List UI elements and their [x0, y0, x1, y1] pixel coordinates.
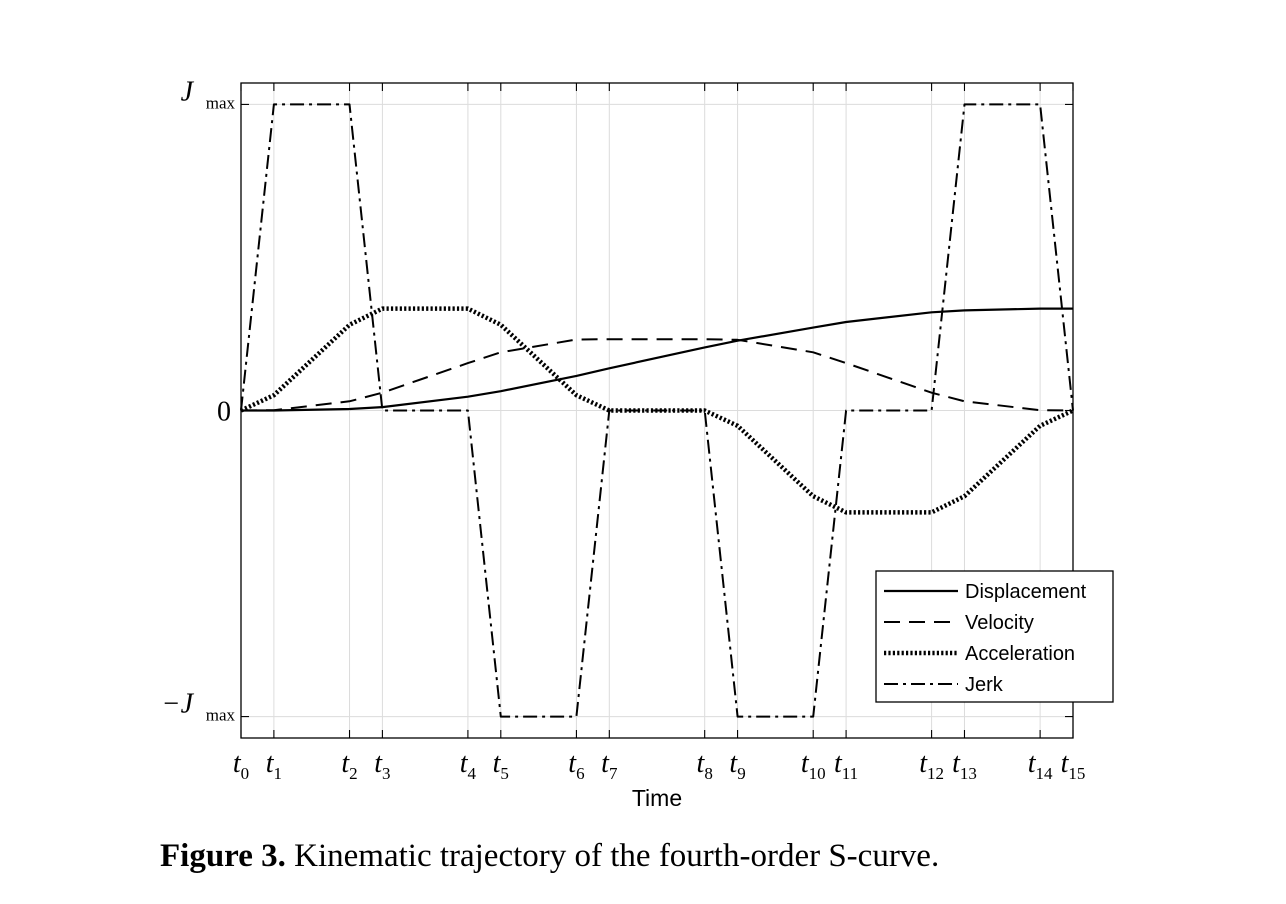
legend-label-displacement: Displacement: [965, 581, 1087, 603]
x-tick-label: t1: [266, 748, 282, 783]
x-tick-label: t14: [1028, 748, 1053, 783]
x-tick-label: t4: [460, 748, 477, 783]
x-tick-label: t13: [952, 748, 977, 783]
x-tick-label: t15: [1061, 748, 1086, 783]
x-tick-label: t5: [493, 748, 509, 783]
x-tick-label: t7: [601, 748, 618, 783]
legend-label-acceleration: Acceleration: [965, 643, 1075, 665]
x-tick-label: t2: [341, 748, 357, 783]
x-tick-label: t3: [374, 748, 390, 783]
y-tick-label: 0: [217, 397, 231, 428]
figure-caption: Figure 3. Kinematic trajectory of the fo…: [160, 838, 1160, 875]
y-tick-sublabel: max: [206, 93, 236, 112]
axis-ticks: t0 t1 t2 t3 t4 t5 t6 t7 t8 t9 t10 t11 t12 t13 t14 t15 J m…: [162, 76, 1086, 783]
caption-label: Figure 3.: [160, 838, 286, 874]
x-tick-label: t8: [697, 748, 713, 783]
y-tick-label: −J: [162, 689, 195, 720]
series-lines: [240, 103, 1074, 718]
velocity-line: [240, 338, 1074, 412]
legend-label-jerk: Jerk: [965, 674, 1004, 696]
jerk-line: [240, 103, 1074, 718]
legend: Displacement Velocity Acceleration Jerk: [875, 570, 1114, 703]
x-tick-label: t6: [568, 748, 584, 783]
x-tick-label: t10: [801, 748, 826, 783]
y-tick-sublabel: max: [206, 706, 236, 725]
displacement-line: [241, 307, 1073, 412]
caption-text: Kinematic trajectory of the fourth-order…: [285, 838, 940, 874]
legend-label-velocity: Velocity: [965, 612, 1034, 634]
y-tick-label: J: [181, 76, 195, 107]
x-tick-label: t9: [729, 748, 745, 783]
x-tick-label: t12: [919, 748, 944, 783]
x-axis-title: Time: [632, 785, 682, 811]
x-tick-label: t11: [834, 748, 858, 783]
legend-box: [875, 570, 1114, 703]
x-tick-label: t0: [233, 748, 249, 783]
